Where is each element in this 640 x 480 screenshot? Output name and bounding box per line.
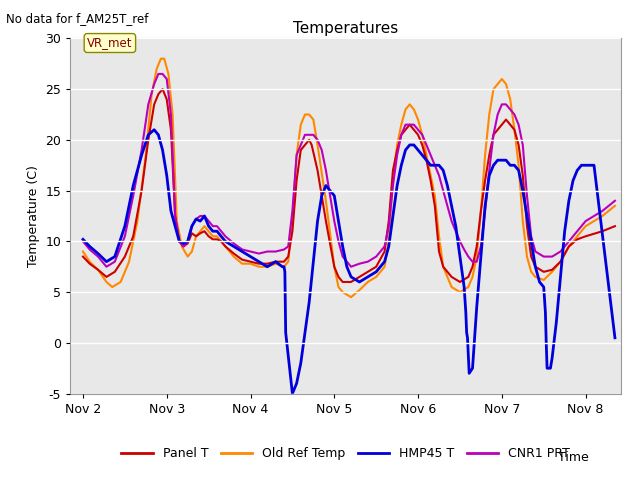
Text: Time: Time bbox=[558, 451, 589, 464]
Text: VR_met: VR_met bbox=[87, 36, 132, 49]
Title: Temperatures: Temperatures bbox=[293, 21, 398, 36]
Legend: Panel T, Old Ref Temp, HMP45 T, CNR1 PRT: Panel T, Old Ref Temp, HMP45 T, CNR1 PRT bbox=[116, 443, 575, 466]
Text: No data for f_AM25T_ref: No data for f_AM25T_ref bbox=[6, 12, 148, 25]
Y-axis label: Temperature (C): Temperature (C) bbox=[27, 165, 40, 267]
